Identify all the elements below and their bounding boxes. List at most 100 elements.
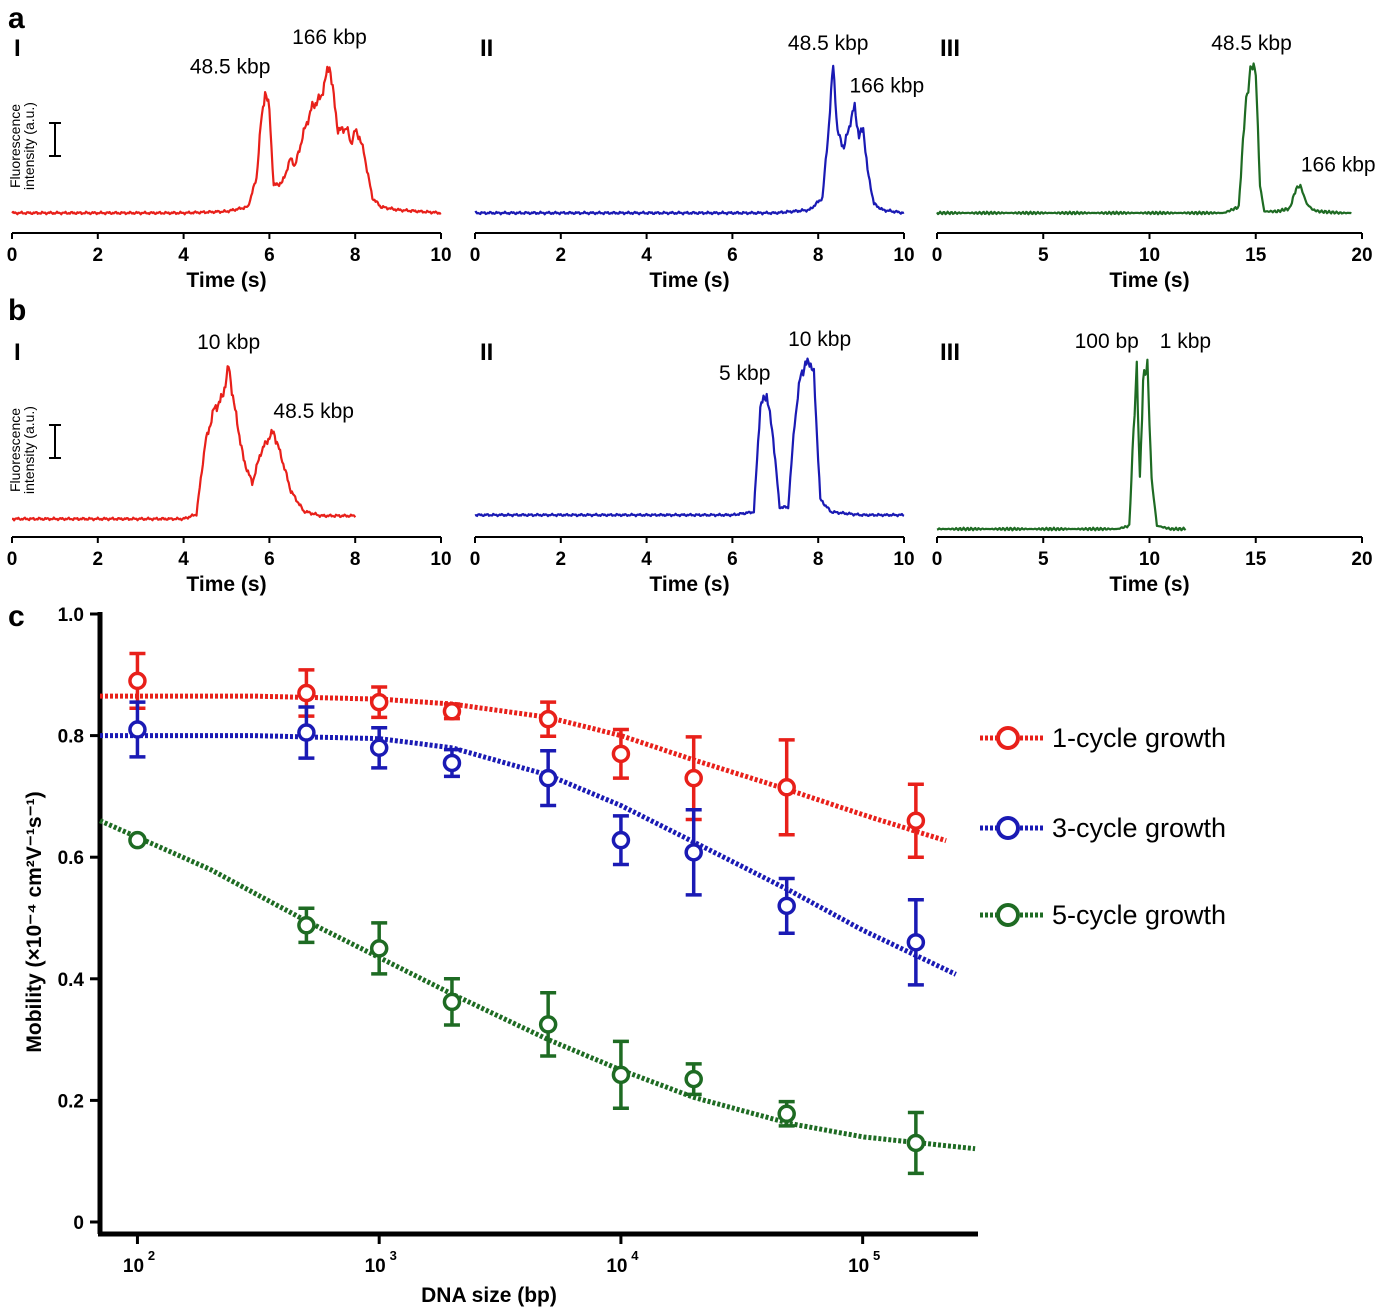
data-point <box>442 753 462 773</box>
trace-line <box>474 64 905 216</box>
x-tick-label: 4 <box>178 245 189 266</box>
data-point <box>442 702 462 721</box>
x-tick-label: 8 <box>350 245 361 266</box>
subpanel-label-b-i: I <box>14 339 21 366</box>
legend-label: 1-cycle growth <box>1052 723 1226 753</box>
x-tick-label: 2 <box>556 245 567 266</box>
x-tick-label: 8 <box>813 245 824 266</box>
x-tick-label: 4 <box>641 549 652 570</box>
x-axis-title: Time (s) <box>1109 269 1189 292</box>
data-point <box>128 830 147 850</box>
trace-line <box>936 358 1187 532</box>
x-tick-exponent: 3 <box>390 1248 397 1263</box>
y-tick-label: 0 <box>73 1213 84 1234</box>
x-tick-label: 0 <box>7 549 18 570</box>
data-point <box>906 811 926 830</box>
x-tick-label: 8 <box>813 549 824 570</box>
peak-annotation: 48.5 kbp <box>273 400 354 423</box>
svg-text:intensity (a.u.): intensity (a.u.) <box>21 406 37 494</box>
peak-annotation: 166 kbp <box>1301 154 1376 177</box>
x-tick-exponent: 4 <box>631 1248 639 1263</box>
data-point <box>297 916 316 935</box>
x-axis-title: Time (s) <box>1109 573 1189 596</box>
x-tick-label: 0 <box>470 245 481 266</box>
data-point <box>538 1015 558 1034</box>
x-axis-title: Time (s) <box>649 573 729 596</box>
trace-line <box>11 365 357 522</box>
data-point <box>297 683 316 703</box>
x-tick-label: 10 <box>848 1256 869 1277</box>
svg-text:Fluorescence: Fluorescence <box>7 408 23 492</box>
panel-label-b: b <box>8 294 26 327</box>
x-tick-exponent: 5 <box>873 1248 880 1263</box>
svg-text:intensity (a.u.): intensity (a.u.) <box>21 102 37 190</box>
y-axis-title: Mobility (×10⁻⁴ cm²V⁻¹s⁻¹) <box>23 791 46 1052</box>
legend-marker <box>996 726 1020 750</box>
x-tick-label: 5 <box>1038 549 1049 570</box>
y-axis-label-b: Fluorescence intensity (a.u.) <box>7 406 37 494</box>
y-tick-label: 0.4 <box>58 970 85 991</box>
x-tick-label: 6 <box>264 245 275 266</box>
y-tick-label: 0.2 <box>58 1091 84 1112</box>
peak-annotation: 48.5 kbp <box>788 32 869 55</box>
peak-annotation: 5 kbp <box>719 362 770 385</box>
data-point <box>442 992 462 1012</box>
x-tick-label: 15 <box>1245 245 1267 266</box>
data-point <box>777 1104 796 1124</box>
peak-annotation: 166 kbp <box>849 75 924 98</box>
x-axis-title: DNA size (bp) <box>421 1284 557 1307</box>
subpanel-label-a-i: I <box>14 35 21 62</box>
x-tick-label: 5 <box>1038 245 1049 266</box>
trace-panel-b-iii: 0 5 10 15 20 Time (s) 100 bp 1 kbp <box>932 330 1373 596</box>
fit-line <box>100 733 957 977</box>
x-axis-title: Time (s) <box>186 269 266 292</box>
x-tick-label: 0 <box>932 245 943 266</box>
peak-annotation: 166 kbp <box>292 26 367 49</box>
peak-annotation: 48.5 kbp <box>190 55 271 78</box>
data-point <box>684 843 703 862</box>
x-tick-label: 15 <box>1245 549 1267 570</box>
x-axis-title: Time (s) <box>186 573 266 596</box>
y-axis-label-a: Fluorescence intensity (a.u.) <box>7 102 37 190</box>
data-point <box>777 778 796 797</box>
trace-line <box>11 65 442 216</box>
peak-annotation: 10 kbp <box>197 331 260 354</box>
panel-label-a: a <box>8 2 25 35</box>
data-point <box>611 830 631 850</box>
x-tick-label: 10 <box>893 245 914 266</box>
x-tick-label: 6 <box>727 245 738 266</box>
peak-annotation: 10 kbp <box>788 328 851 351</box>
x-tick-label: 10 <box>365 1256 386 1277</box>
trace-panel-a-iii: 0 5 10 15 20 Time (s) 48.5 kbp 166 kbp <box>932 32 1376 292</box>
trace-panel-b-ii: 0 2 4 6 8 10 Time (s) 5 kbp 10 kbp <box>470 328 915 596</box>
y-tick-label: 0.8 <box>58 727 84 748</box>
data-point <box>611 1065 631 1085</box>
svg-text:Fluorescence: Fluorescence <box>7 104 23 188</box>
data-point <box>684 768 703 788</box>
x-tick-label: 10 <box>430 245 451 266</box>
x-tick-label: 0 <box>7 245 18 266</box>
data-point <box>297 723 316 742</box>
subpanel-label-b-ii: II <box>480 339 493 366</box>
data-point <box>777 896 796 916</box>
x-tick-label: 10 <box>430 549 451 570</box>
subpanel-label-b-iii: III <box>940 339 960 366</box>
trace-panel-b-i: 0 2 4 6 8 10 Time (s) 10 kbp 48.5 kbp <box>7 331 452 596</box>
x-tick-label: 20 <box>1351 245 1372 266</box>
x-tick-label: 4 <box>641 245 652 266</box>
x-tick-label: 2 <box>93 549 104 570</box>
data-point <box>538 768 558 788</box>
x-tick-label: 0 <box>932 549 943 570</box>
subpanel-label-a-ii: II <box>480 35 493 62</box>
x-tick-exponent: 2 <box>148 1248 155 1263</box>
y-tick-label: 1.0 <box>58 605 84 626</box>
x-tick-label: 6 <box>264 549 275 570</box>
data-point <box>906 1133 926 1153</box>
legend: 1-cycle growth 3-cycle growth 5-cycle grow… <box>980 723 1226 930</box>
data-point <box>611 744 631 764</box>
x-tick-label: 10 <box>1139 245 1160 266</box>
fit-line <box>100 693 947 844</box>
x-tick-label: 20 <box>1351 549 1372 570</box>
x-axis-title: Time (s) <box>649 269 729 292</box>
